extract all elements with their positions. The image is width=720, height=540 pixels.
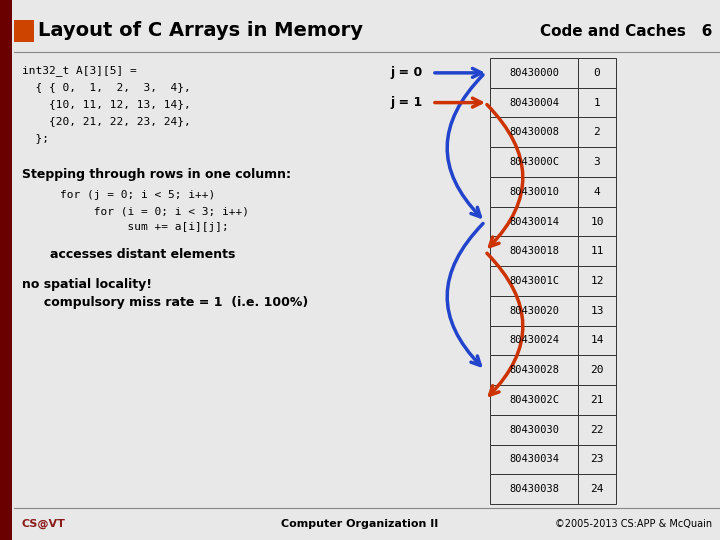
Text: 80430038: 80430038 <box>509 484 559 494</box>
Text: 80430030: 80430030 <box>509 424 559 435</box>
Text: 10: 10 <box>590 217 604 227</box>
Bar <box>578 385 616 415</box>
FancyArrowPatch shape <box>447 75 483 217</box>
Bar <box>490 355 578 385</box>
Bar <box>490 444 578 474</box>
Bar <box>578 58 616 87</box>
FancyArrowPatch shape <box>487 253 523 395</box>
Text: 80430028: 80430028 <box>509 365 559 375</box>
FancyArrowPatch shape <box>487 105 523 246</box>
Text: { { 0,  1,  2,  3,  4},: { { 0, 1, 2, 3, 4}, <box>22 82 191 92</box>
Text: 80430010: 80430010 <box>509 187 559 197</box>
Bar <box>0 0 12 540</box>
Bar <box>490 58 578 87</box>
Text: Computer Organization II: Computer Organization II <box>282 519 438 529</box>
Text: Stepping through rows in one column:: Stepping through rows in one column: <box>22 168 291 181</box>
Text: 8043001C: 8043001C <box>509 276 559 286</box>
Text: 1: 1 <box>593 98 600 107</box>
Text: j = 1: j = 1 <box>390 96 422 109</box>
Text: 23: 23 <box>590 454 604 464</box>
Text: 80430024: 80430024 <box>509 335 559 346</box>
Text: 80430020: 80430020 <box>509 306 559 316</box>
Text: Layout of C Arrays in Memory: Layout of C Arrays in Memory <box>38 22 363 40</box>
FancyArrowPatch shape <box>447 224 483 366</box>
Text: for (j = 0; i < 5; i++): for (j = 0; i < 5; i++) <box>60 190 215 200</box>
Text: for (i = 0; i < 3; i++): for (i = 0; i < 3; i++) <box>60 206 249 216</box>
Bar <box>490 474 578 504</box>
Text: {10, 11, 12, 13, 14},: {10, 11, 12, 13, 14}, <box>22 99 191 109</box>
Text: 8043002C: 8043002C <box>509 395 559 405</box>
Bar <box>490 415 578 444</box>
Text: 80430004: 80430004 <box>509 98 559 107</box>
Text: 4: 4 <box>593 187 600 197</box>
Bar <box>490 207 578 237</box>
Text: 13: 13 <box>590 306 604 316</box>
Text: 0: 0 <box>593 68 600 78</box>
Bar <box>14 20 34 42</box>
Bar <box>490 296 578 326</box>
Bar <box>490 326 578 355</box>
Bar <box>578 444 616 474</box>
Text: 80430018: 80430018 <box>509 246 559 256</box>
Bar <box>490 385 578 415</box>
Bar <box>578 87 616 118</box>
Bar <box>578 266 616 296</box>
Bar <box>490 147 578 177</box>
Bar <box>578 147 616 177</box>
Text: CS@VT: CS@VT <box>22 519 66 529</box>
Text: 8043000C: 8043000C <box>509 157 559 167</box>
Bar <box>578 207 616 237</box>
Text: 20: 20 <box>590 365 604 375</box>
Text: {20, 21, 22, 23, 24},: {20, 21, 22, 23, 24}, <box>22 116 191 126</box>
Bar <box>578 355 616 385</box>
Text: 11: 11 <box>590 246 604 256</box>
Text: 3: 3 <box>593 157 600 167</box>
Text: 22: 22 <box>590 424 604 435</box>
Text: 12: 12 <box>590 276 604 286</box>
Text: 80430014: 80430014 <box>509 217 559 227</box>
Bar <box>490 237 578 266</box>
Text: no spatial locality!: no spatial locality! <box>22 278 152 291</box>
Text: compulsory miss rate = 1  (i.e. 100%): compulsory miss rate = 1 (i.e. 100%) <box>22 296 308 309</box>
Bar <box>578 237 616 266</box>
Text: 24: 24 <box>590 484 604 494</box>
Text: accesses distant elements: accesses distant elements <box>50 248 235 261</box>
Bar <box>578 118 616 147</box>
Bar <box>490 118 578 147</box>
Text: j = 0: j = 0 <box>390 66 422 79</box>
Text: 80430034: 80430034 <box>509 454 559 464</box>
Bar <box>578 177 616 207</box>
Bar <box>490 87 578 118</box>
Bar <box>578 474 616 504</box>
Bar <box>578 415 616 444</box>
Text: 2: 2 <box>593 127 600 137</box>
Text: 21: 21 <box>590 395 604 405</box>
Bar <box>490 177 578 207</box>
Bar <box>578 296 616 326</box>
Text: };: }; <box>22 133 49 143</box>
Text: 80430008: 80430008 <box>509 127 559 137</box>
Text: 14: 14 <box>590 335 604 346</box>
Text: sum += a[i][j];: sum += a[i][j]; <box>60 222 229 232</box>
Bar <box>578 326 616 355</box>
Text: 80430000: 80430000 <box>509 68 559 78</box>
Text: ©2005-2013 CS:APP & McQuain: ©2005-2013 CS:APP & McQuain <box>555 519 712 529</box>
Text: int32_t A[3][5] =: int32_t A[3][5] = <box>22 65 137 76</box>
Bar <box>490 266 578 296</box>
Text: Code and Caches   6: Code and Caches 6 <box>539 24 712 38</box>
